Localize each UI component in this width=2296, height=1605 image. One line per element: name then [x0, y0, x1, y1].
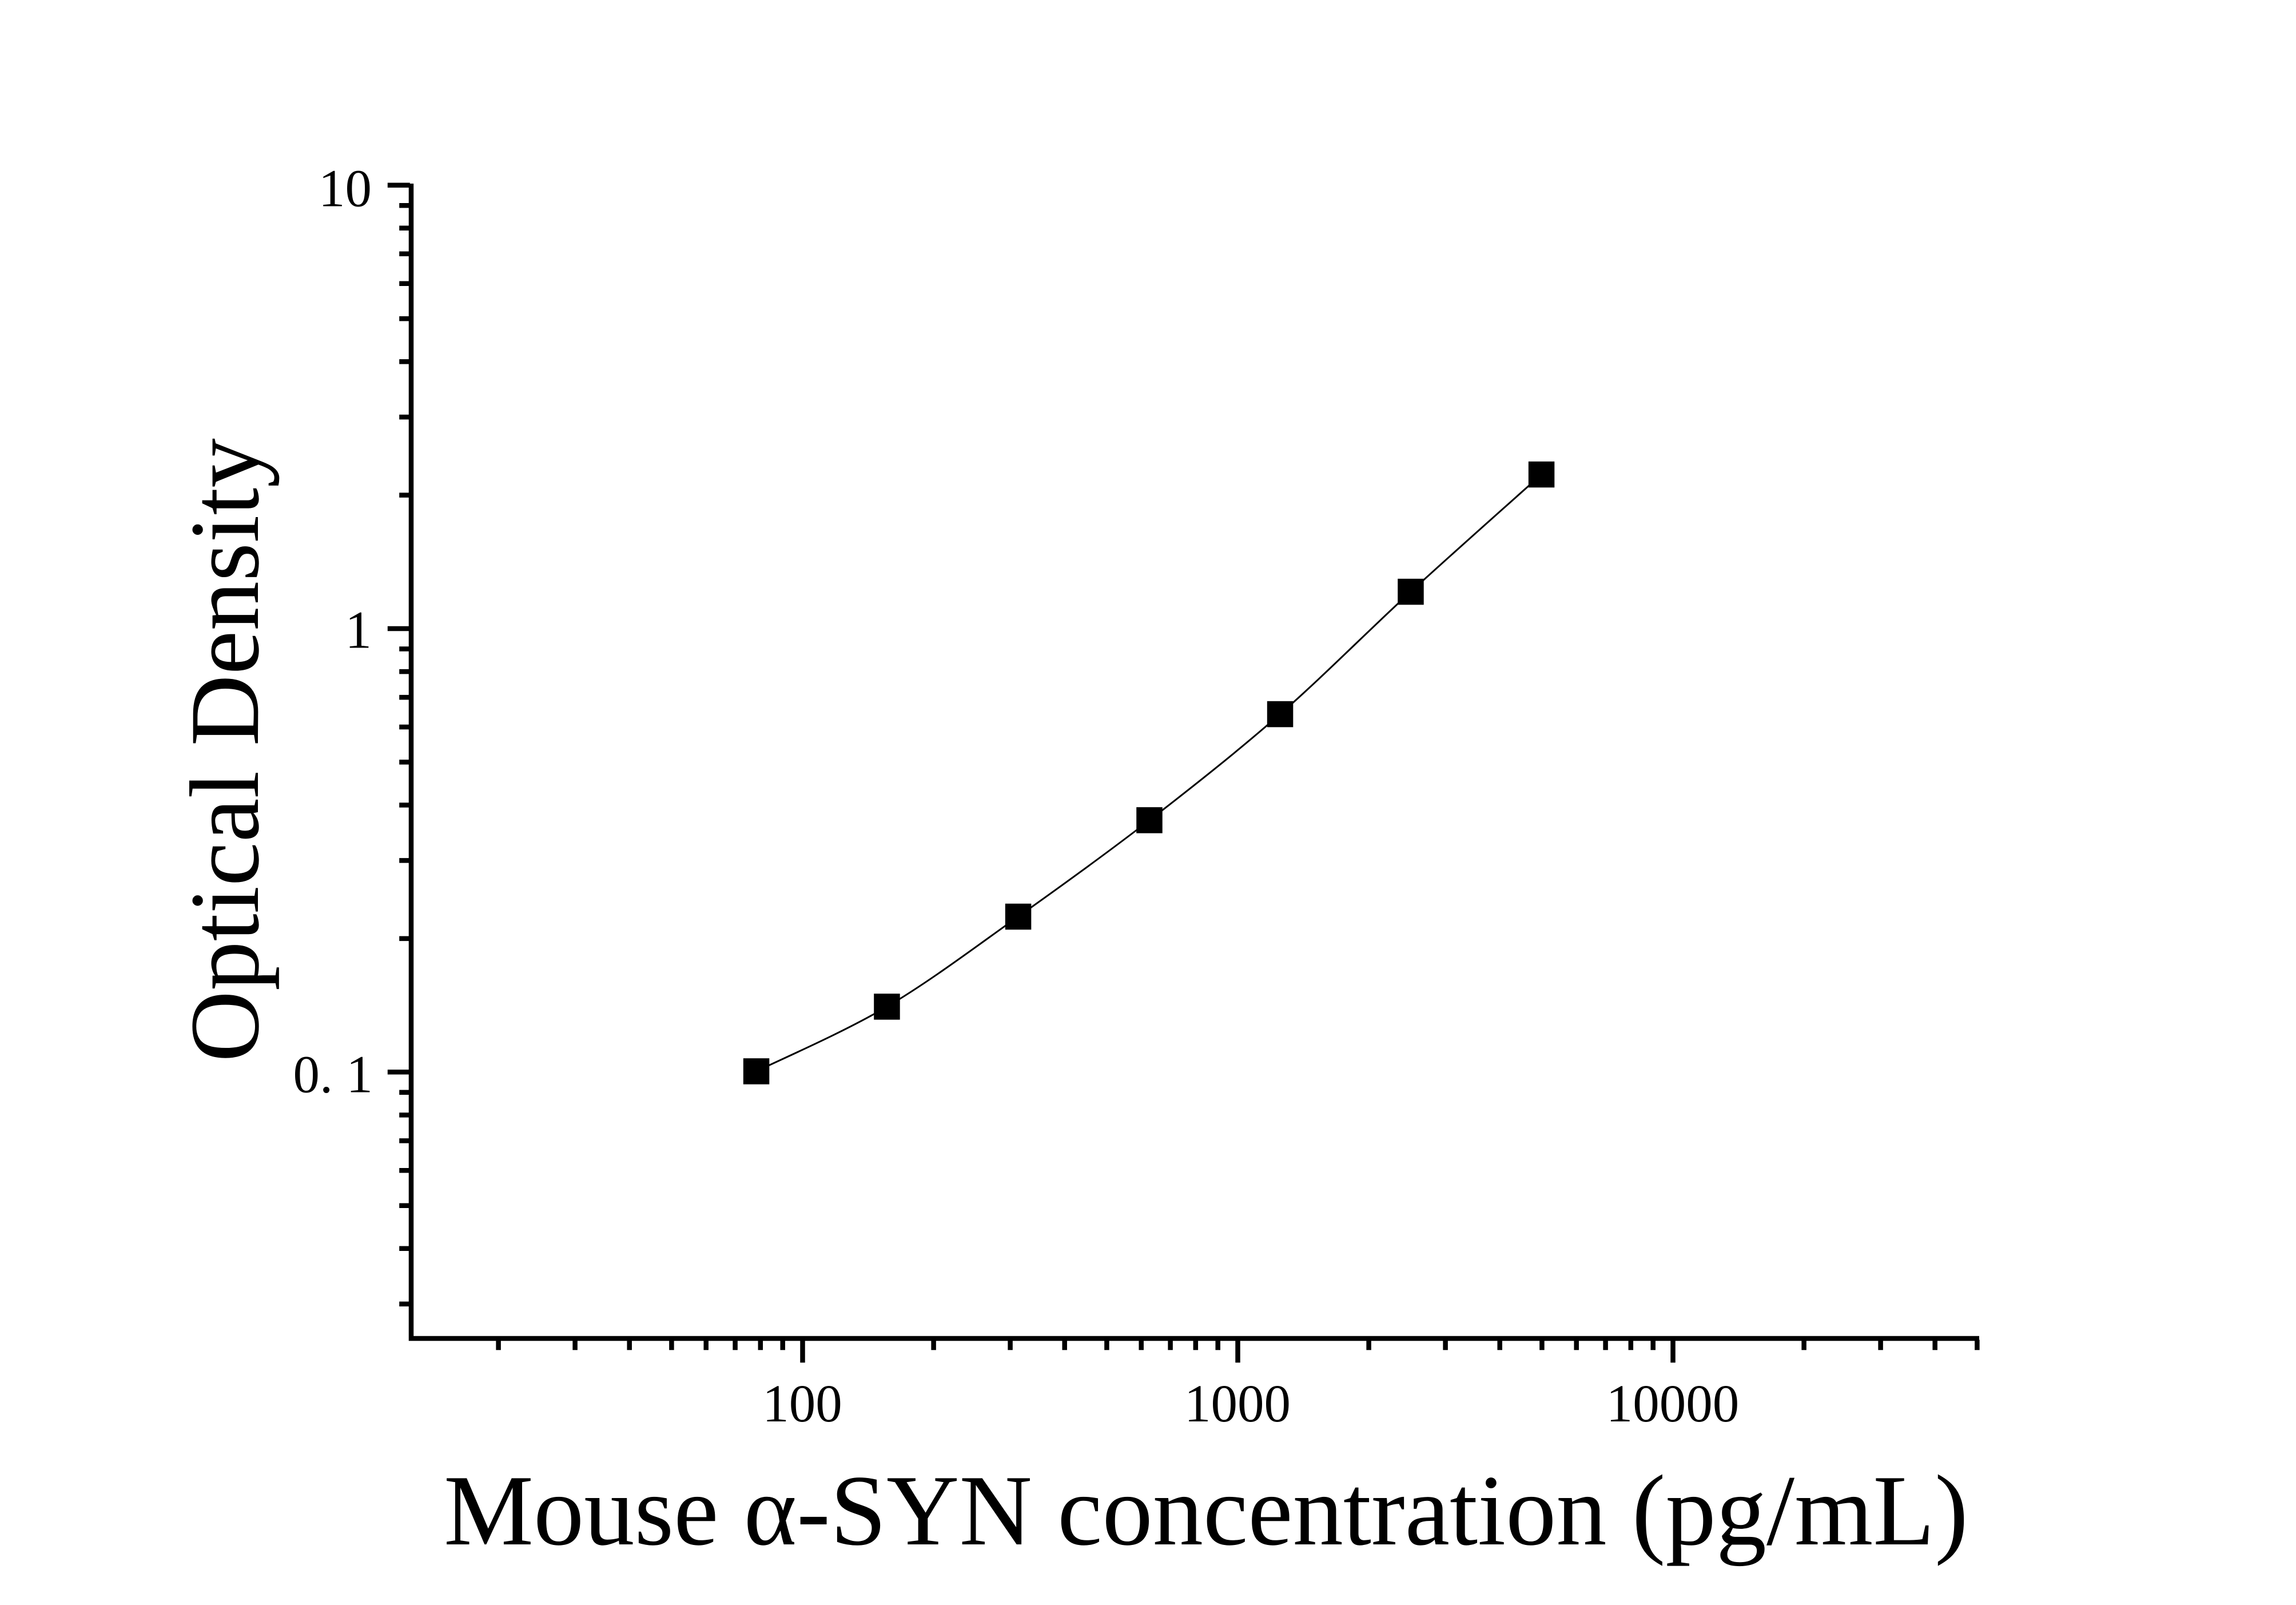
- svg-text:Optical Density: Optical Density: [170, 438, 280, 1062]
- svg-text:100: 100: [762, 1374, 842, 1433]
- svg-text:1000: 1000: [1184, 1374, 1291, 1433]
- svg-text:0. 1: 0. 1: [293, 1046, 373, 1105]
- svg-text:10000: 10000: [1606, 1374, 1740, 1433]
- svg-text:1: 1: [345, 601, 372, 660]
- svg-text:10: 10: [319, 160, 372, 218]
- svg-text:Mouse α-SYN concentration (pg/: Mouse α-SYN concentration (pg/mL): [444, 1455, 1968, 1567]
